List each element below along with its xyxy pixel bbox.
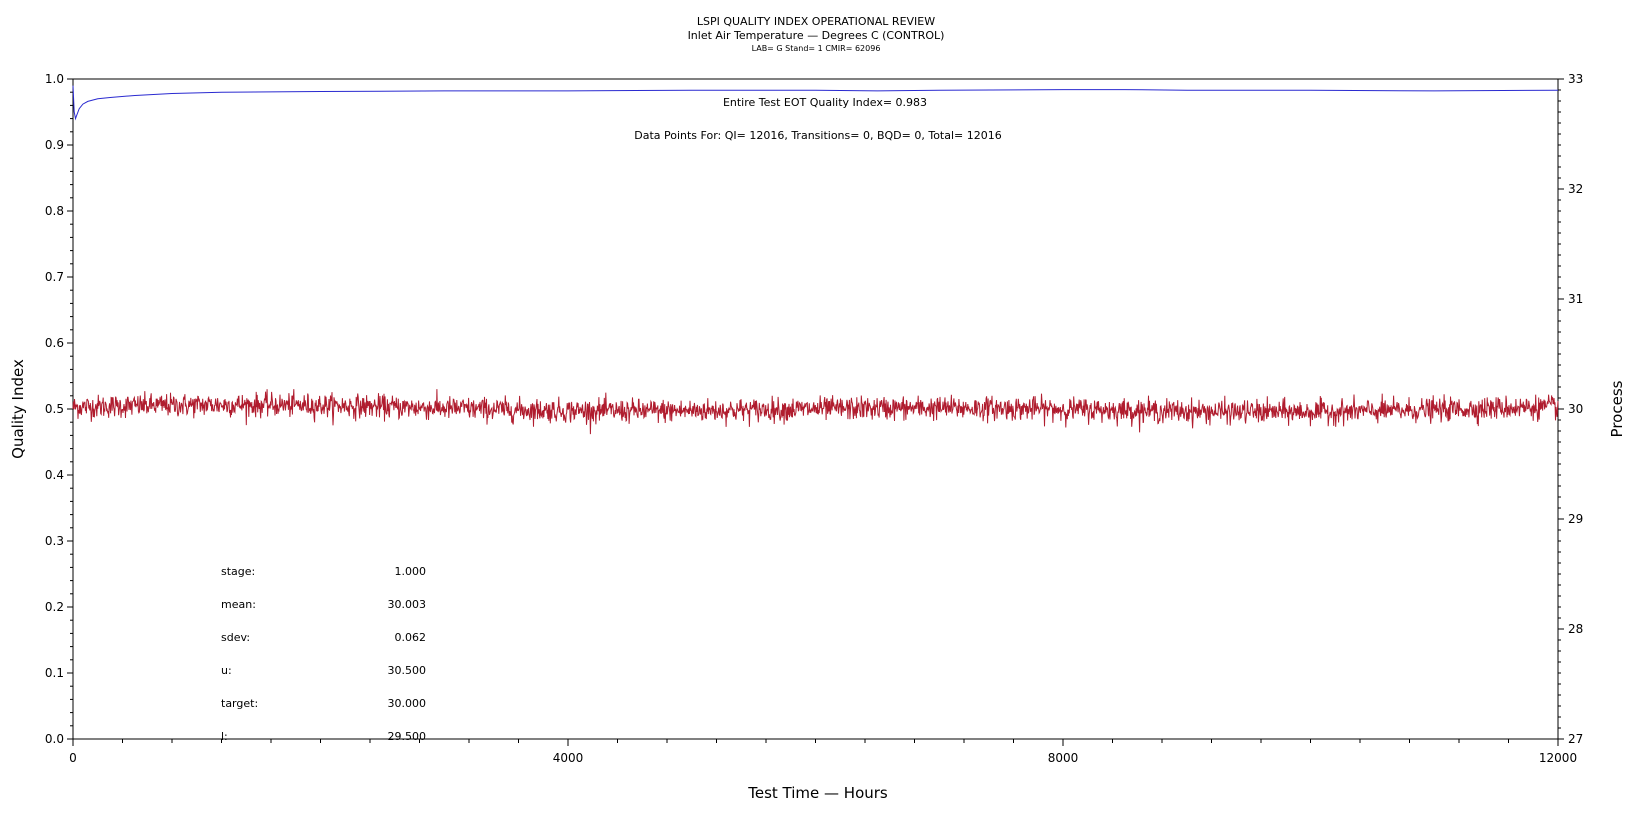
stat-value: 0.062 [395,631,427,644]
axes: 0.0 0.1 0.2 0.3 0.4 0.5 0.6 0.7 0.8 0.9 1.0 27 28 29 3… [45,72,1583,765]
y-tick-label: 0.6 [45,336,64,350]
stat-value: 29.500 [388,730,427,743]
chart-caption: LAB= G Stand= 1 CMIR= 62096 [751,44,881,53]
eot-quality-index-annotation: Entire Test EOT Quality Index= 0.983 [723,96,927,109]
stat-label: target: [221,697,258,710]
x-tick-label: 0 [69,751,77,765]
y2-tick-label: 33 [1568,72,1583,86]
y-tick-label: 0.8 [45,204,64,218]
y2-tick-label: 30 [1568,402,1583,416]
y-tick-label: 0.5 [45,402,64,416]
y-tick-label: 0.9 [45,138,64,152]
stat-value: 30.500 [388,664,427,677]
y-tick-label: 0.3 [45,534,64,548]
x-axis-title: Test Time — Hours [747,784,888,802]
y2-tick-label: 29 [1568,512,1583,526]
stat-label: mean: [221,598,256,611]
stat-label: stage: [221,565,255,578]
y2-tick-label: 28 [1568,622,1583,636]
stat-value: 30.000 [388,697,427,710]
y2-tick-label: 31 [1568,292,1583,306]
y-tick-label: 0.2 [45,600,64,614]
stat-value: 1.000 [395,565,427,578]
y2-axis-title: Process [1608,380,1626,437]
stat-label: u: [221,664,232,677]
chart-subtitle: Inlet Air Temperature — Degrees C (CONTR… [687,29,945,42]
chart-title: LSPI QUALITY INDEX OPERATIONAL REVIEW [696,15,936,28]
stats-block: stage: 1.000 mean: 30.003 sdev: 0.062 u: 30.500… [221,565,426,743]
y2-tick-label: 27 [1568,732,1583,746]
x-tick-label: 8000 [1048,751,1079,765]
y-tick-label: 0.1 [45,666,64,680]
quality-index-line [72,85,1559,121]
y-tick-label: 1.0 [45,72,64,86]
data-points-annotation: Data Points For: QI= 12016, Transitions=… [634,129,1002,142]
process-line [72,389,1559,435]
y-tick-label: 0.0 [45,732,64,746]
y-axis-title: Quality Index [9,359,27,459]
y-tick-label: 0.7 [45,270,64,284]
stat-label: l: [221,730,228,743]
stat-label: sdev: [221,631,250,644]
x-tick-label: 4000 [553,751,584,765]
y-tick-label: 0.4 [45,468,64,482]
y2-tick-label: 32 [1568,182,1583,196]
process-series [72,389,1559,435]
x-tick-label: 12000 [1539,751,1577,765]
stat-value: 30.003 [388,598,427,611]
